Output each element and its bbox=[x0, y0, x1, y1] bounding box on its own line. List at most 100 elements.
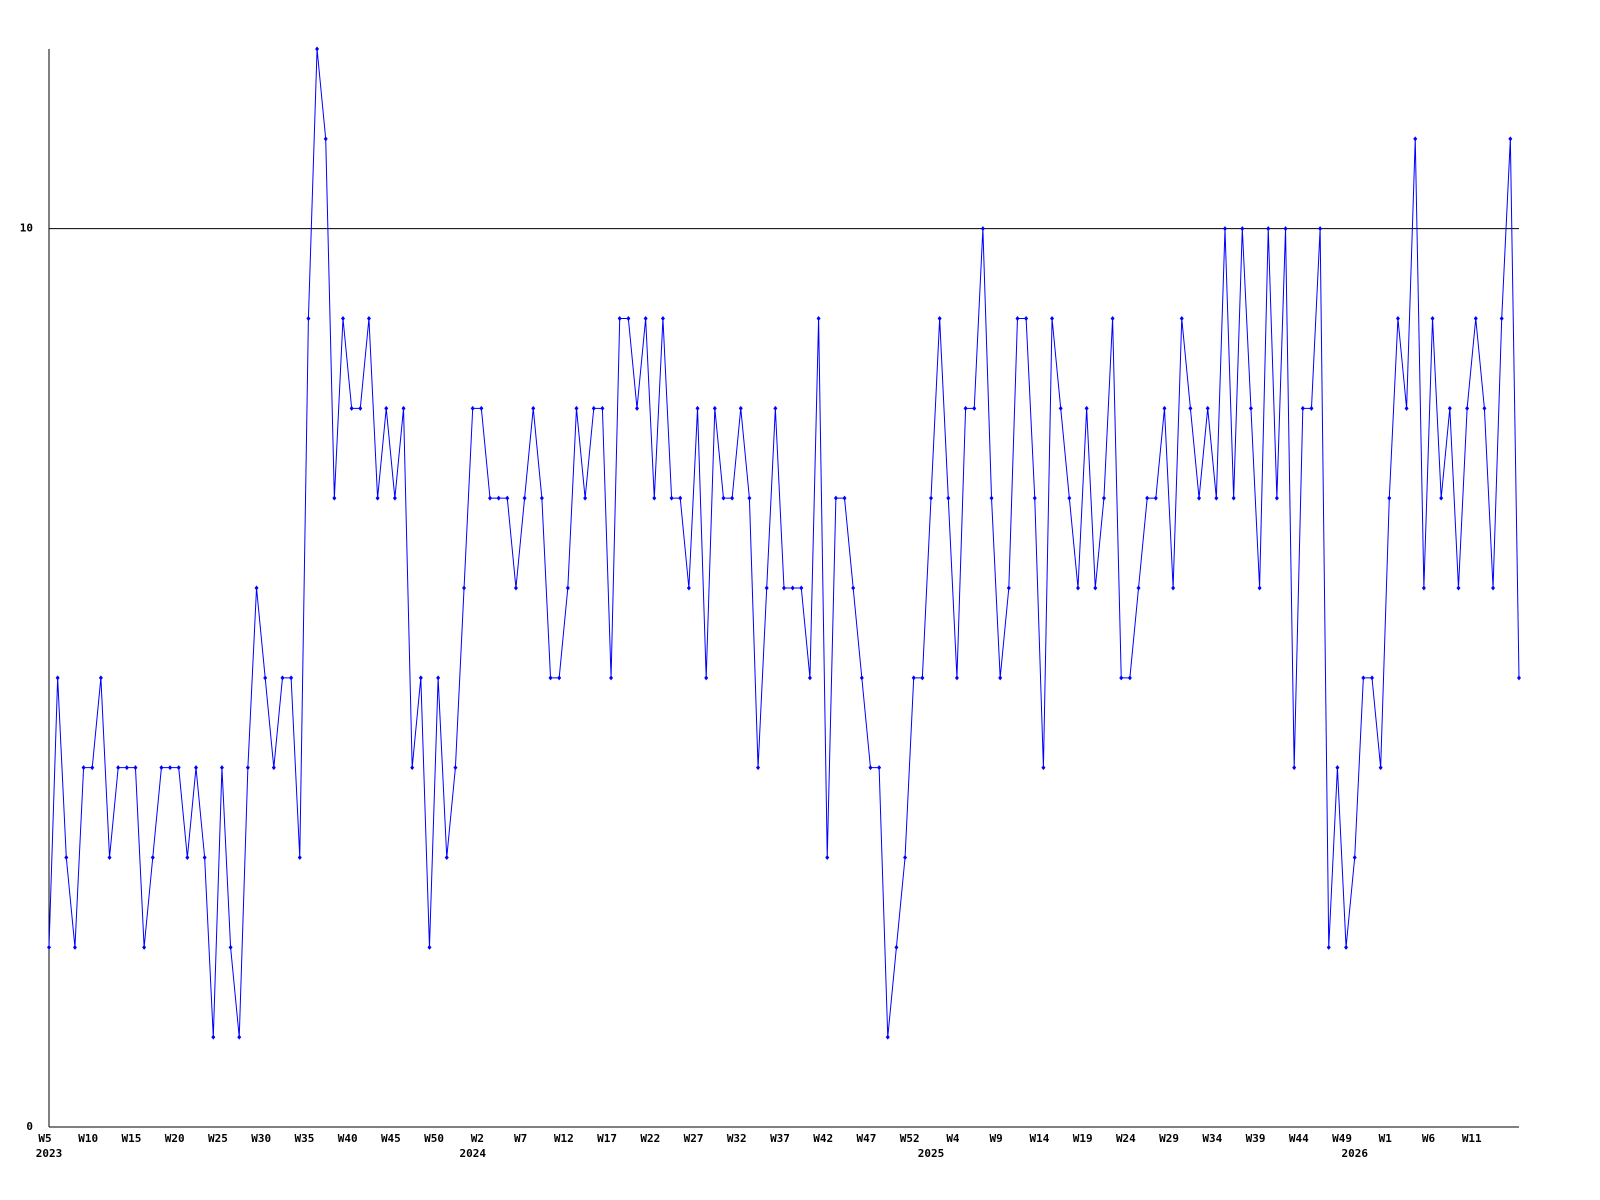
data-point bbox=[1344, 944, 1349, 950]
x-year-label: 2024 bbox=[459, 1147, 486, 1160]
x-tick-label: W49 bbox=[1332, 1132, 1352, 1145]
data-point bbox=[730, 495, 735, 501]
data-point bbox=[833, 495, 838, 501]
data-point bbox=[1171, 585, 1176, 591]
data-point bbox=[1110, 316, 1115, 321]
x-year-label: 2026 bbox=[1341, 1147, 1368, 1160]
data-point bbox=[712, 405, 717, 411]
data-point bbox=[591, 405, 596, 411]
x-tick-label: W20 bbox=[165, 1132, 185, 1145]
data-point bbox=[1067, 495, 1072, 501]
data-point bbox=[799, 585, 804, 591]
x-tick-label: W47 bbox=[857, 1132, 877, 1145]
data-point bbox=[1006, 585, 1011, 591]
data-point bbox=[1499, 316, 1504, 321]
y-tick-label: 10 bbox=[20, 222, 33, 235]
data-point bbox=[756, 765, 761, 771]
data-point bbox=[894, 944, 899, 950]
data-point bbox=[1248, 405, 1253, 411]
x-tick-label: W25 bbox=[208, 1132, 228, 1145]
data-point bbox=[513, 585, 518, 591]
data-point bbox=[90, 765, 95, 771]
data-point bbox=[64, 855, 69, 860]
data-point bbox=[1032, 495, 1037, 501]
x-tick-label: W10 bbox=[78, 1132, 98, 1145]
x-tick-label: W40 bbox=[338, 1132, 358, 1145]
data-point bbox=[366, 316, 371, 321]
x-tick-label: W12 bbox=[554, 1132, 574, 1145]
data-point bbox=[263, 675, 268, 681]
data-point bbox=[1465, 405, 1470, 411]
data-point bbox=[185, 855, 190, 860]
data-point bbox=[972, 405, 977, 411]
data-point bbox=[289, 675, 294, 681]
data-point bbox=[963, 405, 968, 411]
data-point bbox=[626, 316, 631, 321]
data-point bbox=[695, 405, 700, 411]
x-tick-label: W32 bbox=[727, 1132, 747, 1145]
data-point bbox=[488, 495, 492, 501]
x-tick-label: W14 bbox=[1029, 1132, 1049, 1145]
data-point bbox=[609, 675, 614, 681]
data-point bbox=[211, 1034, 216, 1040]
data-point bbox=[47, 944, 51, 950]
x-tick-label: W7 bbox=[514, 1132, 527, 1145]
x-tick-label: W45 bbox=[381, 1132, 401, 1145]
data-point bbox=[384, 405, 389, 411]
data-point bbox=[522, 495, 527, 501]
data-point bbox=[1318, 226, 1323, 232]
x-tick-label: W4 bbox=[946, 1132, 960, 1145]
data-point bbox=[1223, 226, 1227, 232]
data-point bbox=[176, 765, 181, 771]
data-point bbox=[392, 495, 397, 501]
data-point bbox=[1076, 585, 1080, 591]
data-point bbox=[107, 855, 112, 860]
x-tick-label: W11 bbox=[1462, 1132, 1482, 1145]
data-point bbox=[81, 765, 86, 771]
data-point bbox=[1093, 585, 1098, 591]
data-point bbox=[920, 675, 925, 681]
data-point bbox=[505, 495, 510, 501]
x-tick-label: W50 bbox=[424, 1132, 444, 1145]
data-point bbox=[1335, 765, 1340, 771]
data-point bbox=[1179, 316, 1184, 321]
data-point bbox=[280, 675, 285, 681]
data-point bbox=[1188, 405, 1193, 411]
data-point bbox=[315, 46, 320, 52]
data-point bbox=[565, 585, 570, 591]
data-point bbox=[124, 765, 129, 771]
data-point bbox=[1197, 495, 1202, 501]
x-tick-label: W39 bbox=[1246, 1132, 1266, 1145]
data-point bbox=[1491, 585, 1496, 591]
data-point bbox=[496, 495, 501, 501]
data-point bbox=[1058, 405, 1063, 411]
data-point bbox=[168, 765, 173, 771]
data-point bbox=[254, 585, 259, 591]
data-point bbox=[583, 495, 588, 501]
data-point bbox=[358, 405, 363, 411]
data-point bbox=[202, 855, 207, 860]
x-year-label: 2023 bbox=[36, 1147, 63, 1160]
data-point bbox=[1517, 675, 1521, 681]
y-tick-label: 0 bbox=[26, 1120, 33, 1133]
data-point bbox=[436, 675, 441, 681]
data-point bbox=[1050, 316, 1055, 321]
x-year-label: 2025 bbox=[918, 1147, 945, 1160]
data-point bbox=[1283, 226, 1288, 232]
data-point bbox=[116, 765, 121, 771]
data-point bbox=[1439, 495, 1444, 501]
data-point bbox=[55, 675, 60, 681]
data-point bbox=[807, 675, 812, 681]
data-point bbox=[660, 316, 665, 321]
data-point bbox=[410, 765, 415, 771]
data-point bbox=[1404, 405, 1409, 411]
data-point bbox=[851, 585, 856, 591]
data-point bbox=[453, 765, 458, 771]
data-point bbox=[1274, 495, 1279, 501]
data-point bbox=[1326, 944, 1331, 950]
data-point bbox=[782, 585, 786, 591]
data-point bbox=[954, 675, 959, 681]
x-tick-label: W24 bbox=[1116, 1132, 1136, 1145]
data-point bbox=[245, 765, 250, 771]
